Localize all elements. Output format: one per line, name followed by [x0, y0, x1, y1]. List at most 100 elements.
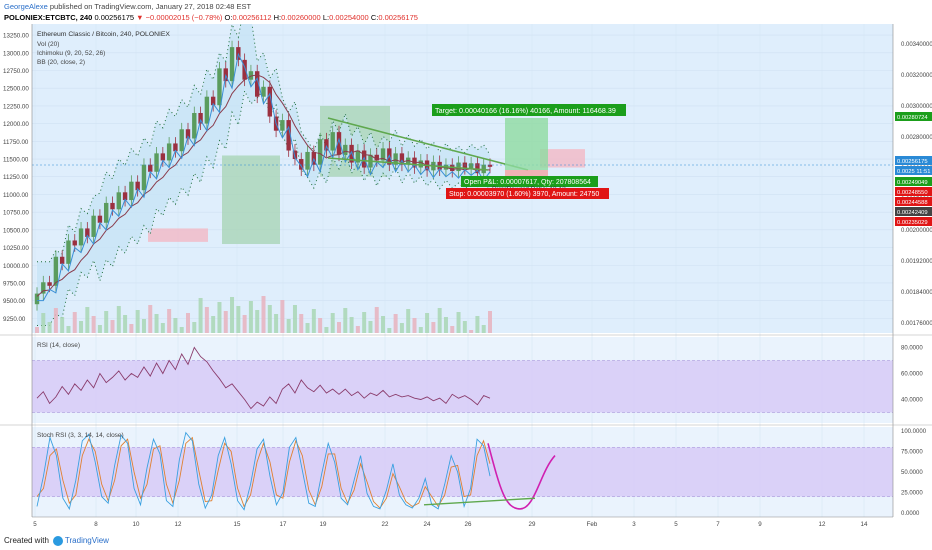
ohlc-low: L:0.00254000: [322, 13, 369, 22]
last-price: 0.00256175: [94, 13, 135, 22]
x-axis-tick: 14: [861, 521, 868, 528]
ohlc-high: H:0.00260000: [273, 13, 321, 22]
ohlc-open: O:0.00256112: [224, 13, 272, 22]
stoch-trendline: [423, 497, 536, 506]
candle-body: [261, 86, 266, 97]
candle-body: [34, 293, 40, 305]
candle-body: [456, 162, 461, 172]
volume-bar: [343, 308, 348, 333]
candle-body: [66, 240, 71, 264]
candle-body: [97, 215, 103, 223]
volume-bar: [431, 322, 436, 333]
price-badge: [895, 197, 932, 206]
tradingview-logo-icon: [52, 535, 63, 546]
stop-zone: [505, 170, 548, 176]
volume-bar: [349, 317, 354, 333]
rsi-label: RSI (14, close): [37, 342, 80, 349]
candle-body: [160, 153, 166, 161]
left-axis-tick: 11750.00: [3, 139, 29, 146]
volume-bar: [60, 317, 65, 333]
volume-bar: [462, 321, 467, 333]
candle-body: [41, 282, 46, 294]
candle-body: [248, 71, 254, 80]
candle-body: [78, 228, 84, 246]
volume-bar: [450, 326, 455, 333]
volume-bar: [381, 316, 386, 333]
candle-body: [116, 192, 121, 210]
price-badge-text: 0.00249049: [897, 180, 928, 186]
candle-body: [91, 215, 96, 237]
price-badge: [895, 207, 932, 216]
volume-bar: [129, 324, 134, 333]
x-axis-tick: 19: [320, 521, 327, 528]
volume-bar: [443, 317, 448, 333]
stoch-axis-tick: 25.0000: [901, 491, 923, 497]
volume-bar: [412, 318, 417, 333]
volume-bar: [110, 320, 115, 333]
candle-body: [104, 202, 109, 223]
candle-body: [286, 120, 291, 151]
projection-curve: [487, 443, 556, 510]
candle-body: [166, 143, 172, 161]
ichimoku-cloud-bear: [540, 149, 585, 168]
volume-bar: [355, 326, 360, 333]
volume-bar: [418, 327, 423, 333]
volume-bar: [406, 309, 411, 333]
candle-body: [468, 163, 474, 169]
volume-bar: [242, 315, 247, 333]
candle-body: [255, 71, 260, 97]
price-badge: [895, 177, 932, 186]
candle-body: [330, 132, 335, 151]
volume-bar: [79, 321, 84, 333]
volume-bar: [324, 327, 329, 333]
volume-bar: [160, 323, 165, 333]
price-badge: [895, 112, 932, 121]
rsi-axis-tick: 60.0000: [901, 372, 923, 378]
rsi-axis-tick: 80.0000: [901, 346, 923, 352]
x-axis-tick: 22: [382, 521, 389, 528]
candle-body: [198, 112, 203, 124]
x-axis-tick: 17: [280, 521, 287, 528]
x-axis-tick: 26: [465, 521, 472, 528]
price-badge-text: 0.00280724: [897, 115, 928, 121]
price-badge-text: 0.00256175: [897, 159, 928, 165]
x-axis-tick: 24: [424, 521, 431, 528]
candle-body: [292, 150, 298, 160]
candle-body: [154, 153, 159, 172]
x-axis-tick: 5: [33, 521, 37, 528]
left-axis-tick: 12750.00: [3, 68, 29, 75]
candle-body: [47, 282, 52, 286]
author-link[interactable]: GeorgeAlexe: [4, 2, 48, 11]
x-axis-tick: 3: [632, 521, 636, 528]
volume-bar: [267, 305, 272, 333]
candle-body: [324, 139, 329, 151]
footer: Created with TradingView: [0, 531, 932, 550]
volume-bar: [135, 310, 140, 333]
price-badge-text: 0.00235029: [897, 220, 928, 226]
price-badge-text: 0.00244588: [897, 200, 928, 206]
volume-bar: [292, 305, 297, 333]
candle-body: [305, 151, 310, 170]
publish-info: published on TradingView.com, January 27…: [49, 2, 252, 11]
rsi-band: [32, 360, 893, 413]
footer-brand-link[interactable]: TradingView: [64, 536, 109, 545]
candle-body: [267, 86, 272, 117]
right-axis-tick: 0.00280000: [901, 135, 932, 141]
x-axis-tick: 10: [133, 521, 140, 528]
candle-body: [462, 162, 468, 169]
volume-bar: [481, 325, 486, 333]
x-axis-tick: Feb: [587, 521, 598, 528]
chart-area[interactable]: Target: 0.00040166 (16.16%) 40166, Amoun…: [0, 24, 932, 531]
volume-bar: [41, 313, 46, 333]
volume-bar: [72, 312, 77, 333]
x-axis-tick: 12: [819, 521, 826, 528]
volume-bar: [318, 318, 323, 333]
volume-bar: [437, 308, 442, 333]
volume-bar: [35, 327, 39, 333]
candle-body: [185, 129, 191, 139]
candle-body: [280, 120, 285, 131]
volume-bar: [104, 311, 109, 333]
stop-badge: [446, 188, 609, 199]
bollinger-upper: [37, 24, 491, 263]
candle-body: [129, 181, 134, 201]
